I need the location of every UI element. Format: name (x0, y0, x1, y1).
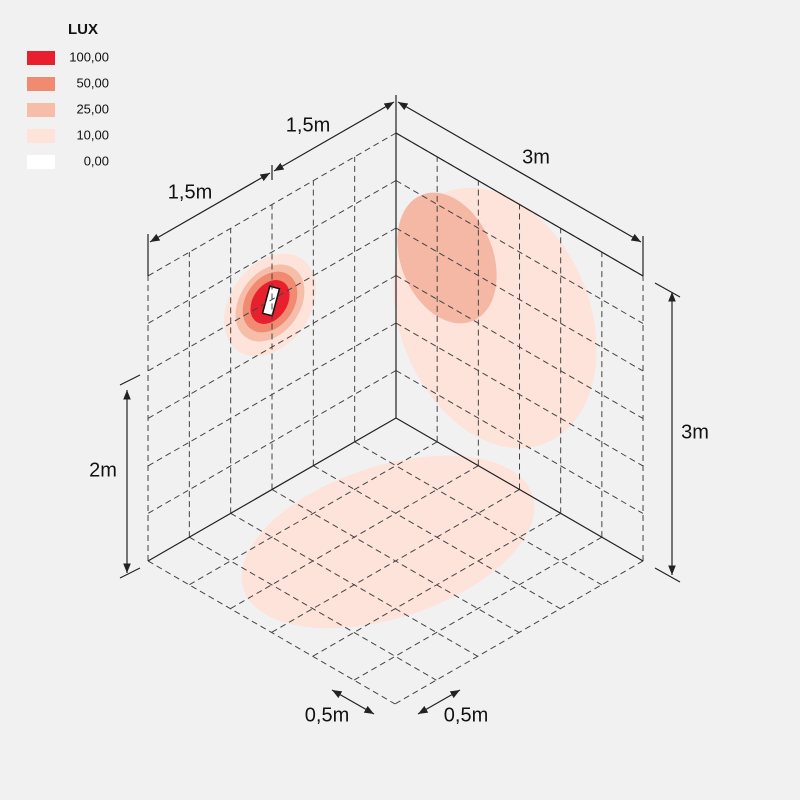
grid-line (271, 489, 520, 633)
grid-line (189, 536, 437, 681)
dim-line (331, 689, 375, 715)
legend: LUX 100,00 50,00 25,00 10,00 0,00 (27, 21, 109, 169)
lamp (261, 285, 281, 317)
grid-line (395, 180, 644, 324)
legend-label: 10,00 (76, 127, 109, 142)
legend-swatch (27, 103, 55, 117)
grid-line (147, 180, 397, 324)
legend-label: 50,00 (76, 75, 109, 90)
legend-swatch (27, 155, 55, 169)
grid-line (147, 275, 397, 419)
grid-line (147, 227, 397, 372)
dim-label: 1,5m (168, 181, 212, 203)
legend-swatch (27, 77, 55, 91)
grid-line (312, 512, 561, 657)
grid-line (188, 441, 438, 586)
dim-label: 0,5m (444, 704, 488, 726)
edge (395, 417, 644, 562)
legend-label: 25,00 (76, 101, 109, 116)
grid-line (230, 512, 478, 657)
grid-line (395, 370, 644, 514)
dim-label: 3m (522, 146, 550, 168)
floor-spot (241, 455, 535, 629)
grid-line (394, 560, 644, 705)
grid-line (147, 132, 397, 277)
ext-line (654, 282, 681, 298)
dim-line (397, 101, 642, 243)
dim-label: 3m (681, 421, 709, 443)
dim-line (273, 101, 395, 172)
grid-line (395, 322, 644, 467)
dim-line (149, 172, 271, 243)
grid-line (395, 227, 644, 372)
legend-swatch (27, 51, 55, 65)
grid-line (353, 536, 603, 681)
ext-line (654, 567, 681, 583)
grid-line (354, 441, 602, 586)
grid-line (147, 370, 397, 514)
ext-line (119, 567, 141, 579)
legend-label: 0,00 (84, 153, 109, 168)
dim-line (417, 689, 461, 715)
legend-label: 100,00 (69, 49, 109, 64)
dim-label: 0,5m (305, 704, 349, 726)
dim-label: 2m (89, 459, 117, 481)
grid-line (147, 560, 396, 705)
ext-line (119, 374, 141, 386)
grid-line (395, 275, 644, 419)
dimension-lines (119, 95, 681, 715)
legend-swatch (27, 129, 55, 143)
grid-line (147, 322, 397, 467)
edge (147, 417, 397, 562)
dim-label: 1,5m (286, 114, 330, 136)
legend-title: LUX (68, 21, 98, 38)
